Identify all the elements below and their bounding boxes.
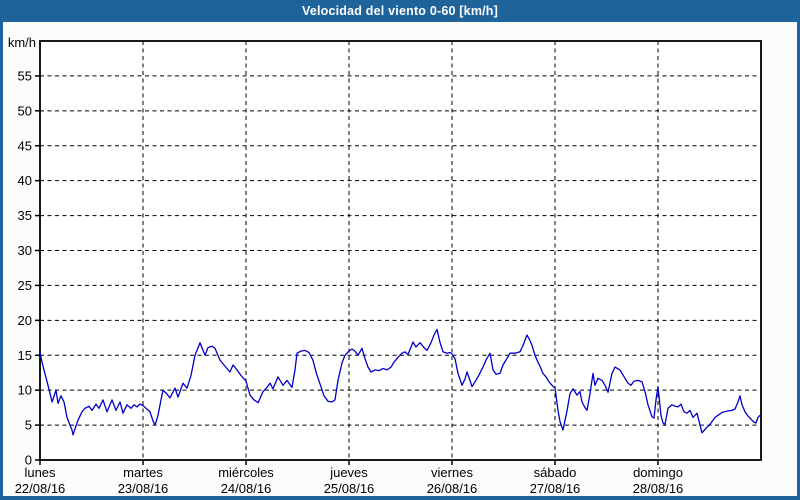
x-day-name-label: jueves — [329, 465, 368, 480]
x-day-name-label: lunes — [24, 465, 56, 480]
x-day-date-label: 26/08/16 — [427, 481, 478, 496]
y-tick-label: 15 — [18, 348, 32, 363]
plot-border — [39, 40, 762, 461]
x-day-date-label: 25/08/16 — [324, 481, 375, 496]
window-title-bar: Velocidad del viento 0-60 [km/h] — [0, 0, 800, 22]
y-tick-label: 0 — [25, 453, 32, 468]
y-tick-label: 35 — [18, 208, 32, 223]
x-day-name-label: sábado — [534, 465, 577, 480]
x-day-name-label: domingo — [633, 465, 683, 480]
y-axis-unit-label: km/h — [8, 35, 36, 50]
x-day-date-label: 24/08/16 — [221, 481, 272, 496]
y-tick-label: 20 — [18, 313, 32, 328]
y-tick-label: 50 — [18, 103, 32, 118]
x-day-name-label: miércoles — [218, 465, 274, 480]
x-day-name-label: martes — [123, 465, 163, 480]
x-day-date-label: 23/08/16 — [118, 481, 169, 496]
y-tick-label: 55 — [18, 68, 32, 83]
y-tick-label: 45 — [18, 138, 32, 153]
x-day-date-label: 22/08/16 — [15, 481, 66, 496]
y-tick-label: 30 — [18, 243, 32, 258]
x-day-date-label: 28/08/16 — [633, 481, 684, 496]
y-tick-label: 40 — [18, 173, 32, 188]
wind-speed-line — [39, 328, 761, 436]
x-day-date-label: 27/08/16 — [530, 481, 581, 496]
y-tick-label: 5 — [25, 418, 32, 433]
window-title: Velocidad del viento 0-60 [km/h] — [301, 4, 499, 18]
x-day-name-label: viernes — [431, 465, 473, 480]
y-tick-label: 25 — [18, 278, 32, 293]
y-tick-label: 10 — [18, 383, 32, 398]
